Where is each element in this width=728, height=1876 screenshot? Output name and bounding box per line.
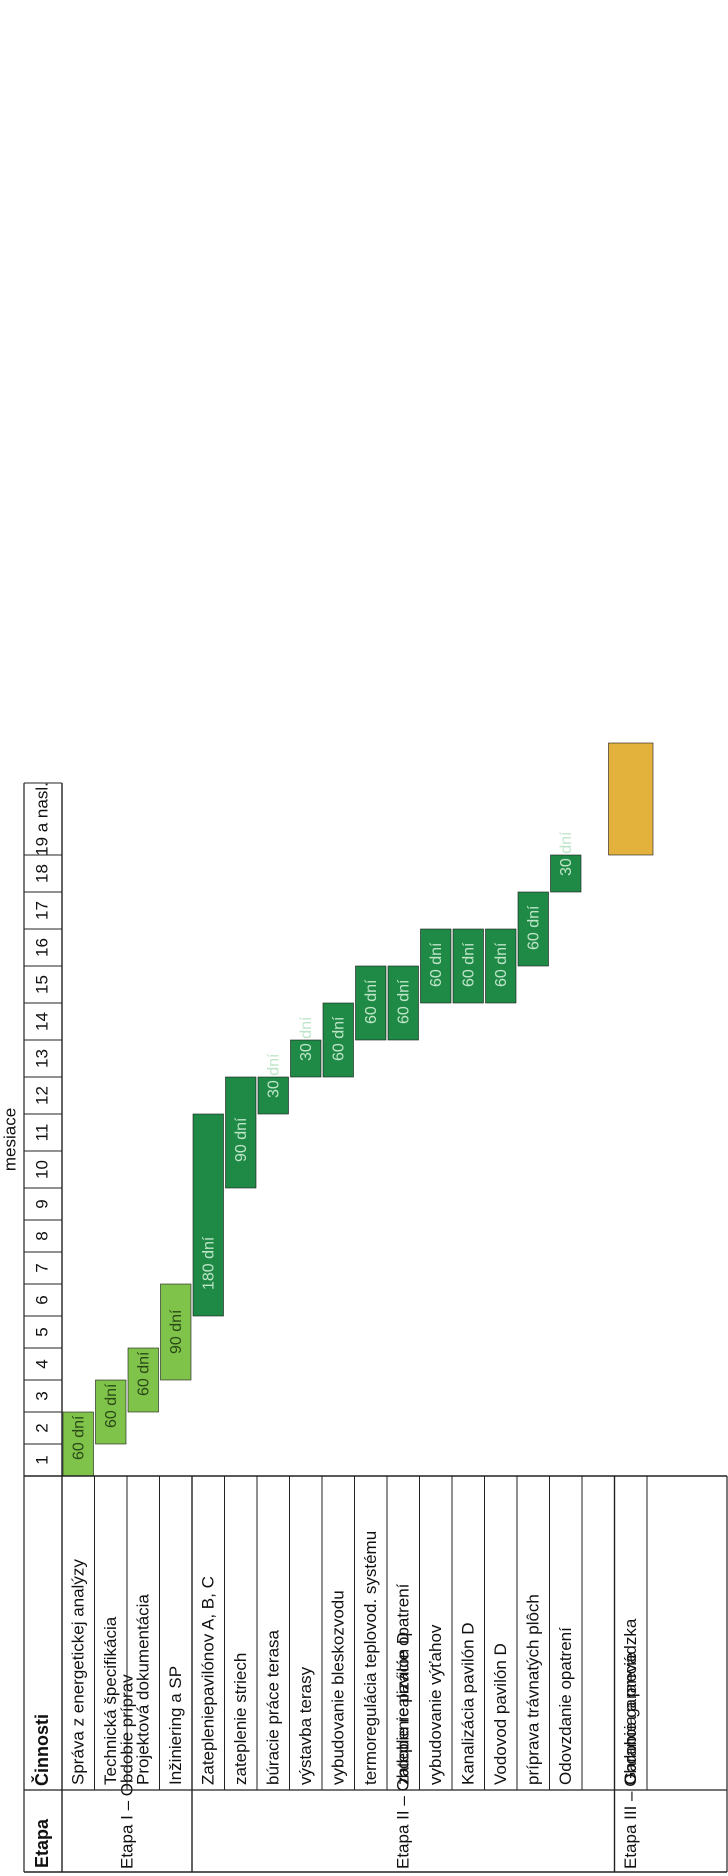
gantt-bar bbox=[387, 965, 419, 1041]
gantt-bar bbox=[127, 1347, 159, 1413]
gantt-bar bbox=[322, 1002, 354, 1078]
gantt-bar bbox=[452, 928, 484, 1004]
gantt-bar bbox=[225, 1076, 257, 1189]
month-number: 18 bbox=[32, 864, 51, 883]
month-number: 12 bbox=[32, 1086, 51, 1105]
bar-duration-label: 60 dní bbox=[460, 942, 477, 987]
bar-duration-label: 90 dní bbox=[233, 1117, 250, 1162]
bar-duration-label: 60 dní bbox=[103, 1383, 120, 1428]
bar-duration-label: 30 dní bbox=[558, 831, 575, 876]
month-number: 6 bbox=[32, 1295, 51, 1304]
month-number: 7 bbox=[32, 1263, 51, 1272]
activity-name: Zatepleniepavilónov A, B, C bbox=[199, 1576, 218, 1785]
activity-name: búracie práce terasa bbox=[264, 1629, 283, 1785]
activity-name: výstavba terasy bbox=[296, 1666, 315, 1785]
month-number: 19 a nasl. bbox=[32, 782, 51, 856]
month-number: 15 bbox=[32, 975, 51, 994]
bar-duration-label: 60 dní bbox=[525, 905, 542, 950]
month-number: 3 bbox=[32, 1391, 51, 1400]
gantt-bar bbox=[257, 1076, 289, 1115]
gantt-bar bbox=[420, 928, 452, 1004]
month-number: 4 bbox=[32, 1359, 51, 1368]
gantt-bar bbox=[290, 1039, 322, 1078]
month-number: 11 bbox=[32, 1124, 51, 1142]
stage-label: Etapa II – Obdobie realizácie opatrení bbox=[394, 1583, 413, 1869]
activity-name: termoregulácia teplovod. systému bbox=[361, 1531, 380, 1785]
activity-name: vybudovanie výťahov bbox=[426, 1624, 445, 1785]
bar-duration-label: 30 dní bbox=[265, 1053, 282, 1098]
gantt-bar bbox=[517, 891, 549, 967]
activity-name: Garancia a prevádzka bbox=[621, 1618, 640, 1785]
gantt-bar bbox=[485, 928, 517, 1004]
activity-name: príprava trávnatých plôch bbox=[524, 1594, 543, 1785]
months-caption: mesiace bbox=[0, 1108, 19, 1171]
activity-name: Kanalizácia pavilón D bbox=[459, 1622, 478, 1785]
header-cinnosti: Činnosti bbox=[31, 1714, 52, 1786]
bar-duration-label: 60 dní bbox=[493, 942, 510, 987]
gantt-bar bbox=[160, 1283, 192, 1381]
activity-name: Projektová dokumentácia bbox=[134, 1594, 153, 1785]
activity-name: Správa z energetickej analýzy bbox=[69, 1559, 88, 1785]
gantt-bar bbox=[192, 1113, 224, 1317]
month-number: 2 bbox=[32, 1423, 51, 1432]
activity-name: Technická špecifikácia bbox=[101, 1616, 120, 1785]
bar-duration-label: 60 dní bbox=[70, 1415, 87, 1460]
activity-name: Odovzdanie opatrení bbox=[556, 1627, 575, 1785]
month-number: 8 bbox=[32, 1231, 51, 1240]
header-etapa: Etapa bbox=[32, 1818, 52, 1868]
gantt-bar bbox=[355, 965, 387, 1041]
activity-name: zateplenie striech bbox=[231, 1653, 250, 1785]
month-number: 14 bbox=[32, 1012, 51, 1031]
bar-duration-label: 60 dní bbox=[395, 979, 412, 1024]
bar-duration-label: 180 dní bbox=[200, 1236, 217, 1290]
bar-duration-label: 90 dní bbox=[168, 1309, 185, 1354]
bar-duration-label: 60 dní bbox=[363, 979, 380, 1024]
month-number: 16 bbox=[32, 938, 51, 957]
activity-name: vybudovanie bleskozvodu bbox=[329, 1590, 348, 1785]
month-number: 9 bbox=[32, 1199, 51, 1208]
month-number: 1 bbox=[32, 1455, 51, 1464]
gantt-bar bbox=[95, 1379, 127, 1445]
stage-label: Etapa III – Obdobie garancie bbox=[621, 1653, 640, 1869]
month-number: 13 bbox=[32, 1049, 51, 1068]
activity-name: Vodovod pavilón D bbox=[491, 1643, 510, 1785]
month-number: 17 bbox=[32, 901, 51, 920]
activity-name: Inžiniering a SP bbox=[166, 1666, 185, 1785]
month-number: 10 bbox=[32, 1160, 51, 1179]
gantt-bar bbox=[608, 742, 654, 856]
month-number: 5 bbox=[32, 1327, 51, 1336]
bar-duration-label: 60 dní bbox=[135, 1351, 152, 1396]
bar-duration-label: 60 dní bbox=[330, 1016, 347, 1061]
bar-duration-label: 60 dní bbox=[428, 942, 445, 987]
activity-name: zateplenie pavilón D bbox=[394, 1632, 413, 1785]
bar-duration-label: 30 dní bbox=[298, 1016, 315, 1061]
gantt-bar bbox=[550, 854, 582, 893]
